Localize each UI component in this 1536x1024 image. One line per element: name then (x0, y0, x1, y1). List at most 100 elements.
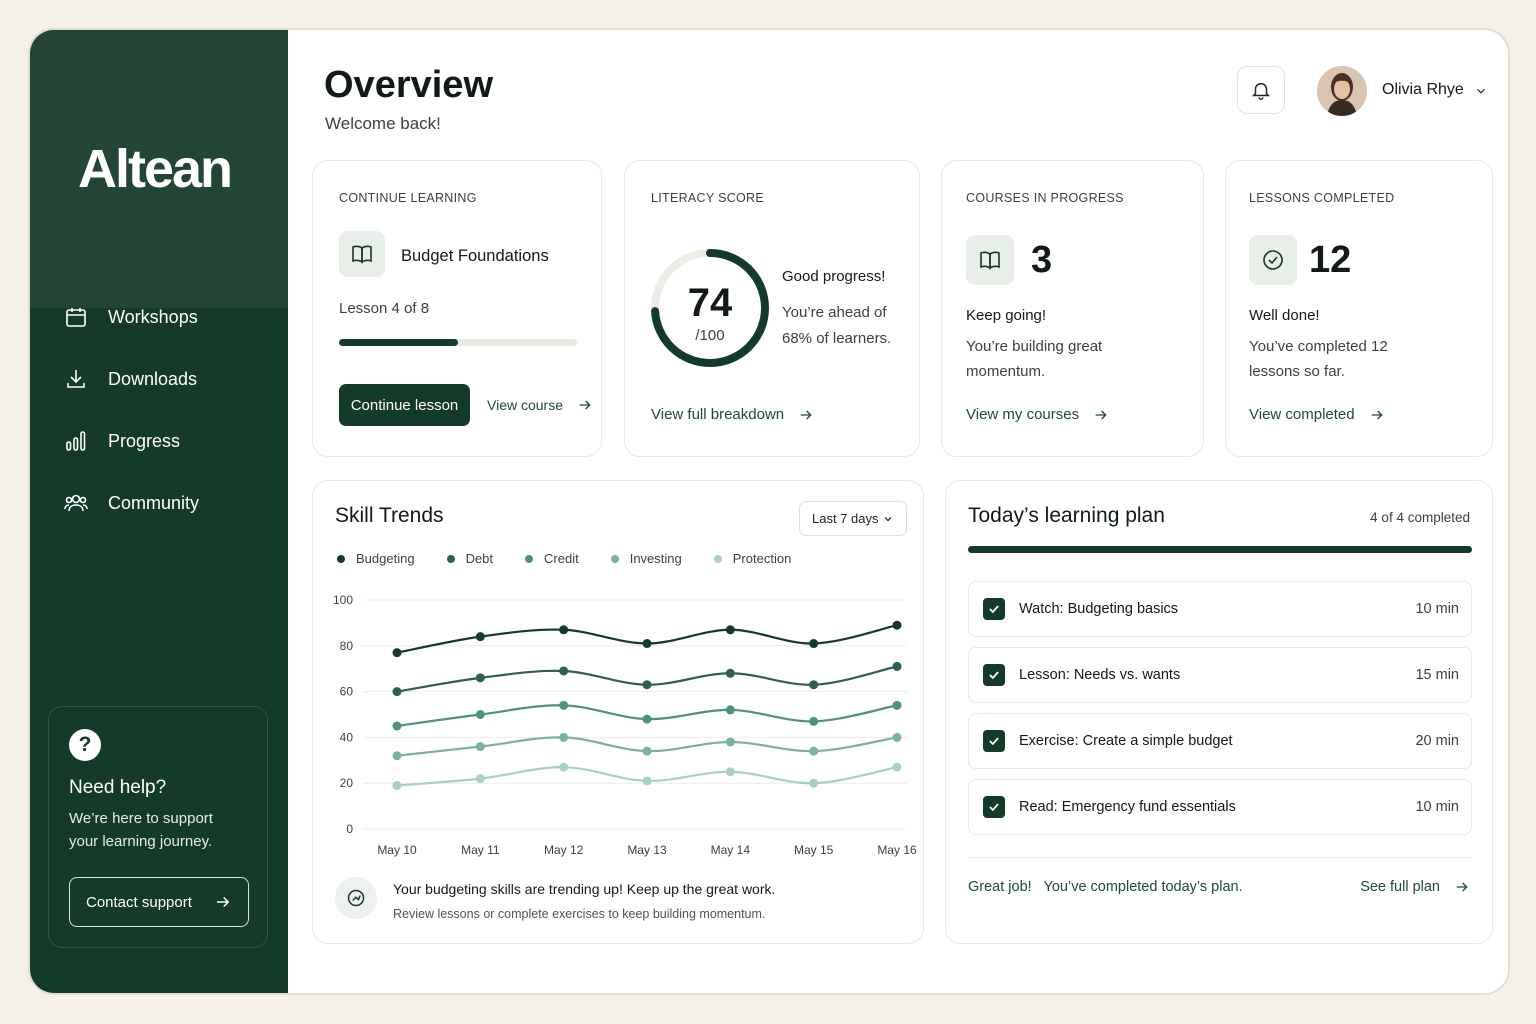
legend-item-protection[interactable]: Protection (713, 551, 791, 566)
help-title: Need help? (69, 777, 167, 798)
view-full-breakdown-link[interactable]: View full breakdown (651, 406, 814, 423)
data-point-protection[interactable] (892, 762, 902, 772)
plan-footer-b: You’ve completed today’s plan. (1043, 879, 1243, 895)
y-tick-label: 40 (340, 730, 354, 744)
legend-item-credit[interactable]: Credit (525, 551, 579, 566)
date-range-select[interactable]: Last 7 days (799, 501, 907, 536)
view-course-link[interactable]: View course (487, 397, 593, 413)
data-point-investing[interactable] (559, 732, 569, 742)
data-point-budgeting[interactable] (809, 639, 819, 649)
data-point-budgeting[interactable] (892, 620, 902, 630)
legend-label: Budgeting (356, 551, 415, 566)
contact-support-button[interactable]: Contact support (69, 877, 249, 927)
data-point-credit[interactable] (559, 700, 569, 710)
data-point-budgeting[interactable] (642, 639, 652, 649)
sidebar-item-progress[interactable]: Progress (30, 410, 288, 472)
brand-logo[interactable]: Altean (78, 139, 233, 199)
data-point-investing[interactable] (392, 751, 402, 761)
data-point-investing[interactable] (725, 737, 735, 747)
data-point-investing[interactable] (892, 732, 902, 742)
checkmark-icon (989, 803, 999, 812)
score-ring-arc (651, 249, 769, 367)
data-point-credit[interactable] (475, 710, 485, 719)
book-icon-tile (966, 235, 1014, 285)
x-tick-label: May 11 (461, 843, 500, 857)
page-title: Overview (324, 64, 493, 106)
data-point-budgeting[interactable] (559, 625, 569, 635)
data-point-protection[interactable] (642, 776, 652, 786)
data-point-debt[interactable] (725, 668, 735, 678)
sidebar-item-community[interactable]: Community (30, 472, 288, 534)
checkbox-checked[interactable] (983, 598, 1005, 620)
checkbox-checked[interactable] (983, 730, 1005, 752)
data-point-debt[interactable] (642, 680, 652, 690)
checkbox-checked[interactable] (983, 796, 1005, 818)
view-my-courses-label: View my courses (966, 406, 1080, 423)
courses-heading: Keep going! (966, 307, 1047, 324)
legend-dot (713, 554, 722, 563)
chevron-down-icon[interactable] (1474, 84, 1488, 98)
data-point-credit[interactable] (642, 714, 652, 724)
sidebar-item-workshops[interactable]: Workshops (30, 286, 288, 348)
lessons-completed-card: LESSONS COMPLETED 12 Well done! You’ve c… (1225, 160, 1493, 457)
data-point-debt[interactable] (392, 687, 402, 697)
checkbox-checked[interactable] (983, 664, 1005, 686)
data-point-budgeting[interactable] (392, 648, 402, 658)
data-point-investing[interactable] (475, 742, 485, 752)
sidebar: Altean Workshops Downloads Progress Comm… (30, 30, 288, 993)
legend-item-investing[interactable]: Investing (610, 551, 682, 566)
plan-item[interactable]: Lesson: Needs vs. wants 15 min (968, 647, 1472, 703)
data-point-debt[interactable] (892, 661, 902, 671)
arrow-right-icon (1095, 410, 1107, 419)
data-point-credit[interactable] (809, 716, 819, 726)
course-title[interactable]: Budget Foundations (401, 247, 549, 265)
legend-label: Investing (629, 551, 682, 566)
data-point-investing[interactable] (642, 746, 652, 756)
data-point-credit[interactable] (892, 700, 902, 710)
legend-item-debt[interactable]: Debt (446, 551, 493, 566)
help-icon: ? (69, 729, 101, 761)
literacy-score-card: LITERACY SCORE 74 /100 Good progress! Yo… (624, 160, 920, 457)
view-completed-link[interactable]: View completed (1249, 406, 1385, 423)
plan-item[interactable]: Watch: Budgeting basics 10 min (968, 581, 1472, 637)
notifications-button[interactable] (1237, 66, 1285, 114)
data-point-investing[interactable] (809, 746, 819, 756)
card-label: COURSES IN PROGRESS (966, 191, 1124, 205)
data-point-debt[interactable] (559, 666, 569, 676)
data-point-debt[interactable] (809, 680, 819, 690)
check-circle-icon (1263, 250, 1283, 270)
sidebar-nav: Workshops Downloads Progress Community (30, 286, 288, 534)
continue-learning-card: CONTINUE LEARNING Budget Foundations Les… (312, 160, 602, 457)
user-name[interactable]: Olivia Rhye (1382, 81, 1464, 98)
sidebar-item-downloads[interactable]: Downloads (30, 348, 288, 410)
y-tick-label: 80 (340, 639, 354, 653)
view-completed-label: View completed (1249, 406, 1355, 423)
data-point-protection[interactable] (392, 780, 402, 790)
sidebar-item-label: Workshops (108, 306, 198, 327)
avatar[interactable] (1317, 66, 1367, 116)
data-point-credit[interactable] (725, 705, 735, 715)
data-point-budgeting[interactable] (475, 632, 485, 642)
legend-item-budgeting[interactable]: Budgeting (337, 551, 415, 566)
data-point-budgeting[interactable] (725, 625, 735, 635)
data-point-protection[interactable] (475, 774, 485, 784)
data-point-protection[interactable] (725, 767, 735, 777)
checkmark-icon (989, 671, 999, 680)
plan-item-time: 20 min (1415, 733, 1459, 749)
courses-text-2: momentum. (966, 363, 1046, 380)
plan-item[interactable]: Read: Emergency fund essentials 10 min (968, 779, 1472, 835)
data-point-debt[interactable] (475, 673, 485, 683)
see-full-plan-link[interactable]: See full plan (1360, 879, 1470, 895)
continue-lesson-button[interactable]: Continue lesson (339, 384, 470, 426)
score-ring (651, 249, 769, 367)
courses-count: 3 (1031, 239, 1053, 281)
courses-text-1: You’re building great (966, 338, 1103, 355)
plan-item[interactable]: Exercise: Create a simple budget 20 min (968, 713, 1472, 769)
sidebar-item-label: Downloads (108, 368, 198, 389)
data-point-protection[interactable] (559, 762, 569, 772)
view-my-courses-link[interactable]: View my courses (966, 406, 1109, 423)
data-point-protection[interactable] (809, 778, 819, 788)
plan-footer-a: Great job! (968, 879, 1032, 895)
book-icon-tile (339, 231, 385, 277)
data-point-credit[interactable] (392, 721, 402, 731)
